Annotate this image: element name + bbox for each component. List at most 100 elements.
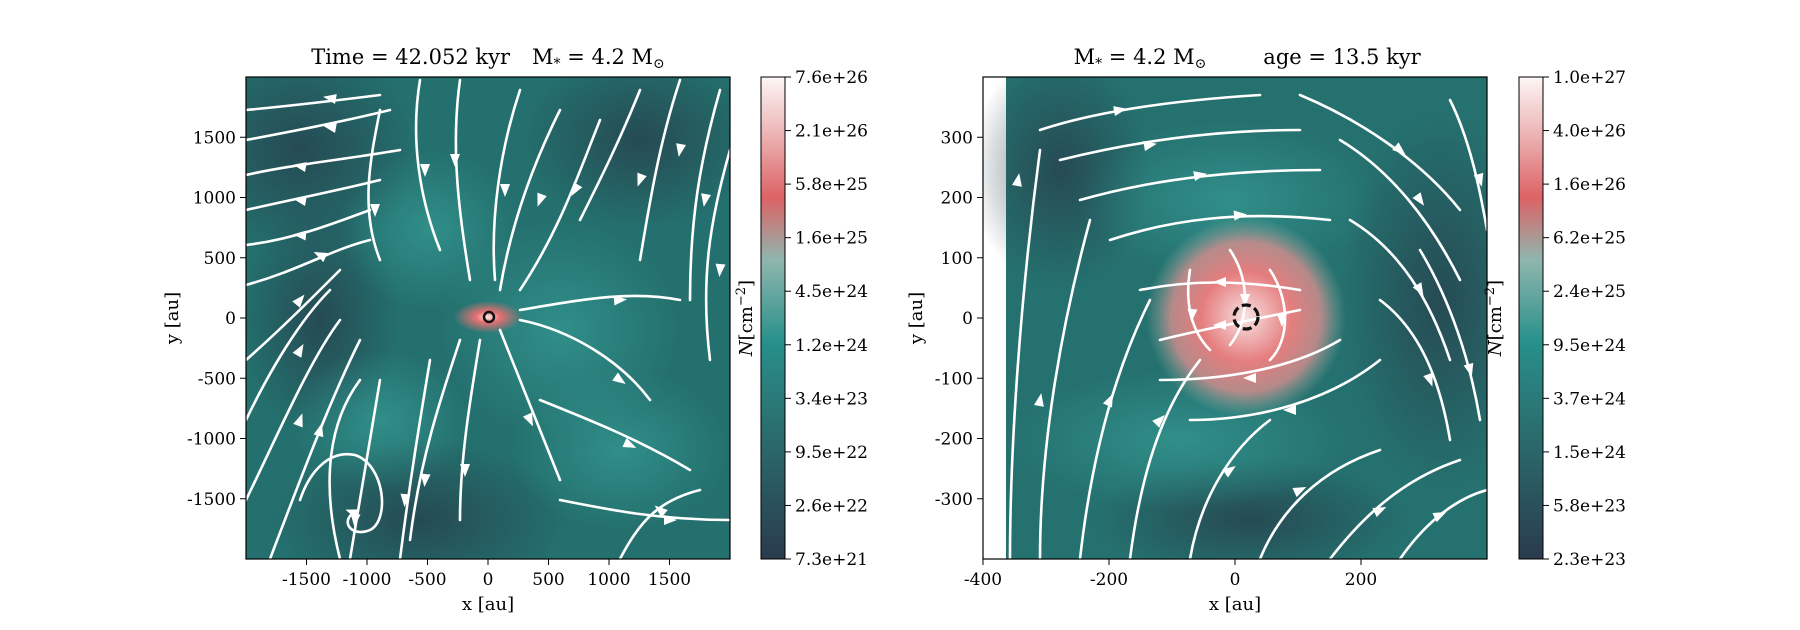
x-tick-label: -400 [964,570,1002,590]
colorbar-tick-label: 1.6e+25 [795,229,868,249]
streamline-arrow [500,184,510,197]
y-tick-label: 100 [941,249,973,269]
streamline [618,488,702,559]
right-colorbar-label: N[cm−2] [1483,280,1506,357]
streamline [246,288,332,422]
colorbar-tick-label: 1.2e+24 [795,336,868,356]
streamline-arrow [676,143,686,157]
colorbar-tick-label: 2.4e+25 [1553,282,1626,302]
streamline [638,78,682,262]
streamline-arrow [1034,393,1044,407]
streamline [1078,168,1322,202]
streamline-arrow [613,295,627,306]
y-tick-label: -100 [935,369,973,389]
streamline [538,398,692,472]
streamline [328,378,362,559]
streamline [518,118,602,292]
streamline-arrow [1213,320,1226,330]
left-panel: -1500 -1000 -500 0 500 1000 1500 -1500 -1000 -500… [162,45,868,615]
streamline-arrow [612,372,626,385]
streamline-arrow [1412,192,1425,206]
streamline [1338,138,1462,282]
streamline-arrow [1412,282,1424,297]
streamline-arrow [654,505,668,518]
streamline-arrow [293,196,307,206]
colorbar-tick-label: 1.0e+27 [1553,68,1626,88]
streamline [398,358,432,559]
colorbar-tick-label: 7.6e+26 [795,68,868,88]
streamline [492,88,522,282]
x-tick-label: -1500 [282,570,331,590]
streamline-arrow [1102,393,1113,408]
streamline-arrow [571,182,583,197]
colorbar-tick-label: 9.5e+24 [1553,336,1626,356]
x-tick-label: 200 [1345,570,1377,590]
streamline [498,328,562,482]
colorbar-tick-label: 4.0e+26 [1553,122,1626,142]
left-y-label: y [au] [162,292,183,345]
streamline-arrow [1222,465,1236,478]
left-colorbar-label: N[cm−2] [734,280,757,357]
streamline-arrow [1283,405,1296,415]
colorbar-tick-label: 5.8e+23 [1553,496,1626,516]
streamline-arrow [1423,372,1433,387]
streamline [1188,418,1272,559]
streamline-arrow [1372,507,1387,518]
y-tick-label: -500 [198,369,236,389]
x-tick-label: -1000 [342,570,391,590]
streamline-arrow [370,204,380,217]
streamline-arrow [323,94,337,104]
y-tick-label: -300 [935,490,973,510]
streamline [246,148,402,177]
y-tick-label: -1000 [187,430,236,450]
streamline-arrow [1213,277,1226,287]
right-y-label: y [au] [906,292,927,345]
streamline [518,318,652,402]
streamline [414,78,442,252]
streamline [298,452,384,534]
streamline-arrow [1243,373,1256,383]
streamline [688,88,722,302]
y-tick-label: -200 [935,430,973,450]
streamline-arrow [323,123,337,133]
y-tick-label: 0 [225,309,236,329]
x-tick-label: 500 [532,570,564,590]
streamline-arrow [522,412,533,427]
streamline-arrow [1233,210,1247,221]
streamline-arrow [637,172,647,187]
streamline-arrow [400,493,411,507]
colorbar-tick-label: 7.3e+21 [795,550,868,570]
streamline-arrow [420,473,431,487]
streamline-arrow [450,154,460,167]
streamline [246,318,342,502]
streamline-arrow [1113,106,1127,116]
streamline-arrow [1143,141,1157,151]
right-panel: -400 -200 0 200 -300 -200 -100 0 100 200 300 M* = … [906,45,1626,615]
colorbar-tick-label: 2.6e+22 [795,496,868,516]
colorbar-tick-label: 2.1e+26 [795,122,868,142]
streamline [246,268,342,362]
streamline [1078,298,1152,559]
streamline [1298,93,1462,212]
colorbar-tick-label: 6.2e+25 [1553,229,1626,249]
streamline-arrow [460,464,470,477]
streamline-arrow [1463,362,1474,377]
colorbar-tick-label: 3.4e+23 [795,389,868,409]
streamline [246,178,382,212]
right-title-left: M* = 4.2 M⊙ [1074,45,1207,72]
streamline [1038,93,1262,132]
streamline [1038,218,1092,559]
streamline [1158,308,1302,342]
streamline [458,338,482,522]
colorbar-tick-label: 9.5e+22 [795,443,868,463]
streamline-arrow [1277,314,1287,327]
x-tick-label: 0 [1230,570,1241,590]
colorbar-tick-label: 5.8e+25 [795,175,868,195]
streamline [1348,218,1452,362]
streamline [268,338,362,559]
streamline [246,208,372,247]
streamline [1448,98,1487,232]
streamline [558,498,730,522]
streamline [246,238,372,287]
